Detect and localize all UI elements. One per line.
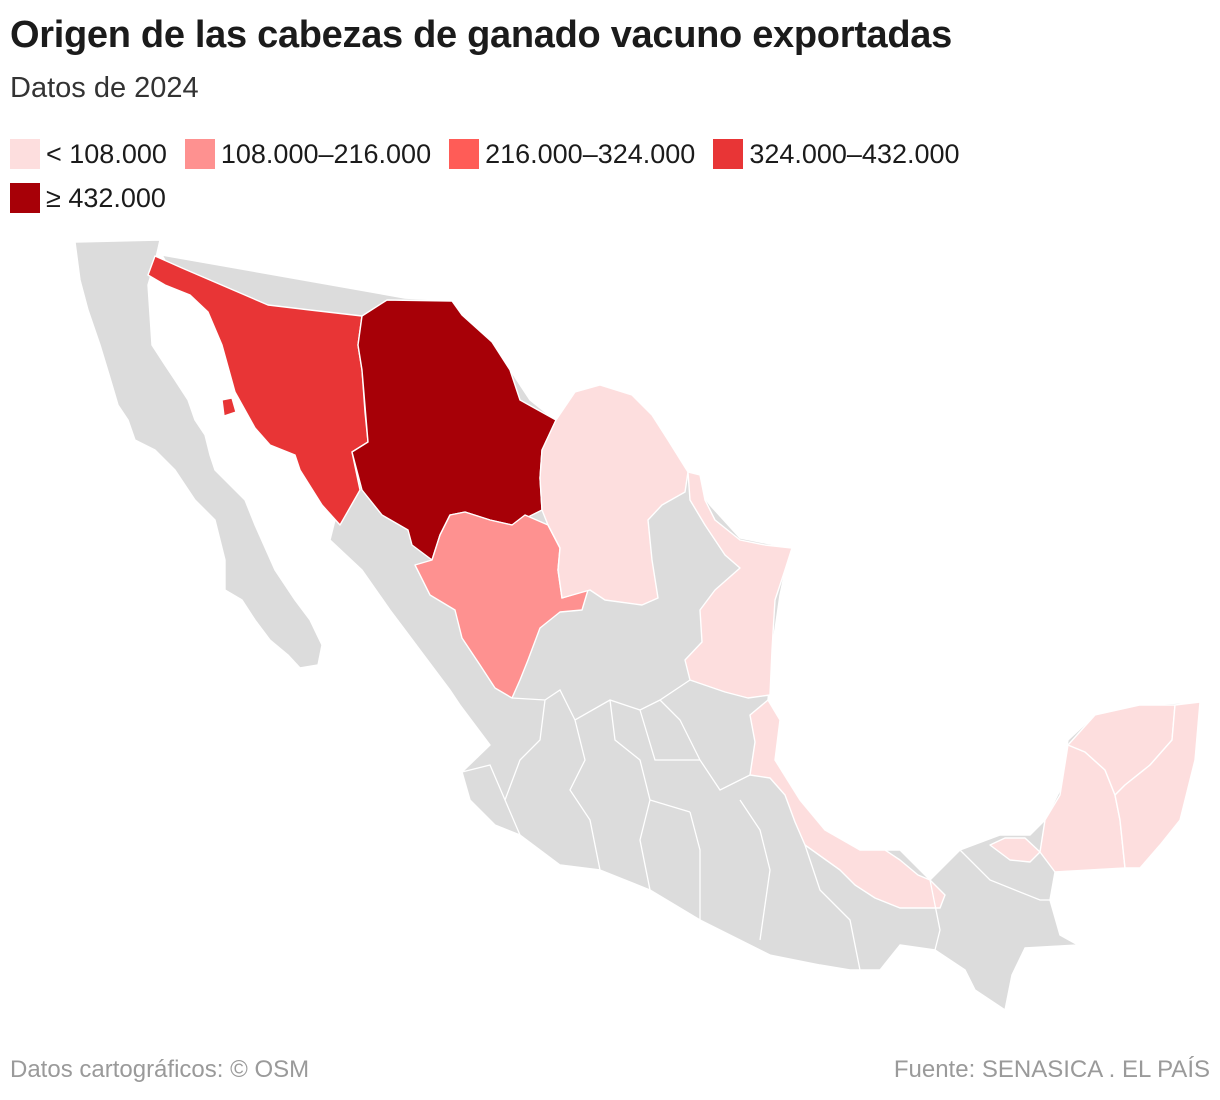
legend-label: 108.000–216.000 bbox=[220, 138, 432, 169]
state-durango bbox=[414, 511, 589, 699]
state-sonora bbox=[147, 255, 369, 526]
legend-item: 324.000–432.000 bbox=[713, 138, 960, 169]
map-subtitle: Datos de 2024 bbox=[10, 72, 199, 104]
baja-california-peninsula bbox=[74, 239, 323, 669]
legend-swatch bbox=[713, 139, 744, 169]
legend-item: 216.000–324.000 bbox=[449, 139, 695, 169]
map-credit: Datos cartográficos: © OSM bbox=[10, 1056, 310, 1083]
legend-label: < 108.000 bbox=[46, 138, 167, 169]
legend-label: 216.000–324.000 bbox=[485, 138, 696, 169]
source-credit: Fuente: SENASICA . EL PAÍS bbox=[893, 1056, 1210, 1083]
state-sonora-island bbox=[221, 397, 237, 417]
legend-item: ≥ 432.000 bbox=[10, 183, 166, 213]
legend-swatch bbox=[10, 183, 40, 213]
legend: < 108.000 108.000–216.000 216.000–324.00… bbox=[10, 139, 1110, 213]
state-coahuila bbox=[539, 384, 689, 606]
legend-swatch bbox=[184, 139, 215, 169]
map-title: Origen de las cabezas de ganado vacuno e… bbox=[10, 14, 952, 56]
legend-swatch bbox=[449, 139, 480, 169]
legend-item: < 108.000 bbox=[10, 139, 167, 169]
state-veracruz bbox=[749, 699, 946, 909]
state-tamaulipas bbox=[684, 471, 793, 699]
legend-label: ≥ 432.000 bbox=[46, 182, 166, 213]
legend-item: 108.000–216.000 bbox=[184, 138, 432, 169]
legend-swatch bbox=[10, 139, 40, 169]
state-quintana-roo bbox=[1114, 701, 1201, 869]
legend-label: 324.000–432.000 bbox=[749, 138, 960, 169]
interior-state-borders bbox=[461, 679, 1050, 971]
